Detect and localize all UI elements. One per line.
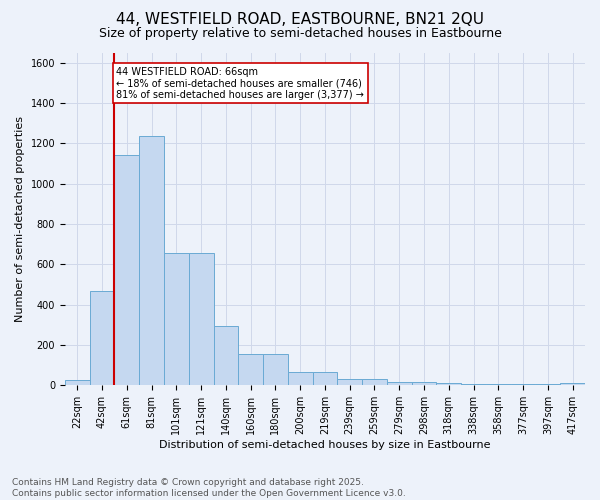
Text: Size of property relative to semi-detached houses in Eastbourne: Size of property relative to semi-detach… [98, 28, 502, 40]
Bar [362, 379, 387, 386]
Text: 44 WESTFIELD ROAD: 66sqm
← 18% of semi-detached houses are smaller (746)
81% of : 44 WESTFIELD ROAD: 66sqm ← 18% of semi-d… [116, 66, 364, 100]
Bar [511, 384, 535, 386]
Bar [189, 253, 214, 386]
Bar [461, 384, 486, 386]
Bar [263, 354, 288, 386]
Bar [164, 253, 189, 386]
Bar [89, 290, 115, 386]
Bar [486, 384, 511, 386]
Bar [313, 372, 337, 386]
X-axis label: Distribution of semi-detached houses by size in Eastbourne: Distribution of semi-detached houses by … [159, 440, 491, 450]
Bar [560, 383, 585, 386]
Bar [387, 382, 412, 386]
Bar [115, 156, 139, 386]
Text: 44, WESTFIELD ROAD, EASTBOURNE, BN21 2QU: 44, WESTFIELD ROAD, EASTBOURNE, BN21 2QU [116, 12, 484, 28]
Bar [337, 379, 362, 386]
Bar [535, 384, 560, 386]
Y-axis label: Number of semi-detached properties: Number of semi-detached properties [15, 116, 25, 322]
Bar [214, 326, 238, 386]
Bar [288, 372, 313, 386]
Bar [238, 354, 263, 386]
Bar [65, 380, 89, 386]
Text: Contains HM Land Registry data © Crown copyright and database right 2025.
Contai: Contains HM Land Registry data © Crown c… [12, 478, 406, 498]
Bar [412, 382, 436, 386]
Bar [436, 383, 461, 386]
Bar [139, 136, 164, 386]
